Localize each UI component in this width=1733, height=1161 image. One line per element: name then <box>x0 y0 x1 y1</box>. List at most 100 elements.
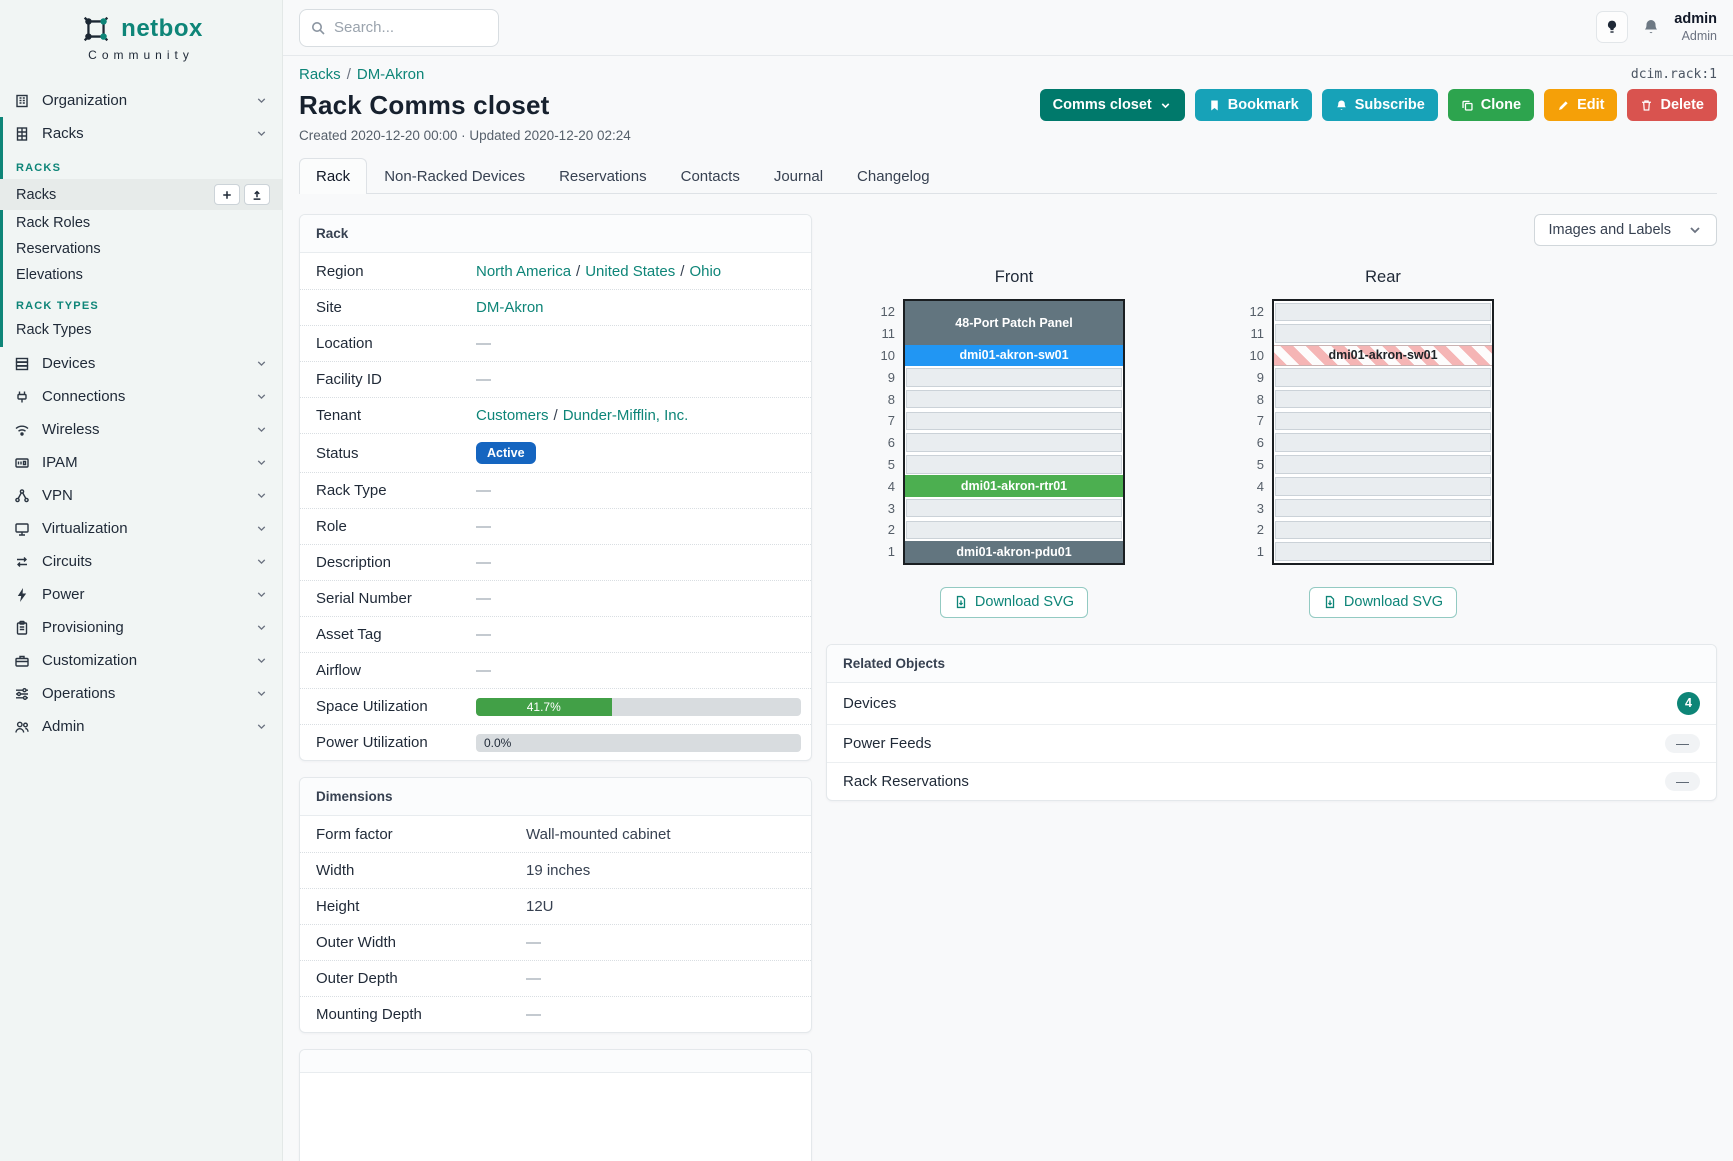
sidebar-item-devices[interactable]: Devices <box>0 347 282 380</box>
import-racks-button[interactable] <box>244 184 270 205</box>
related-row-devices[interactable]: Devices 4 <box>827 683 1716 724</box>
tab-non-racked-devices[interactable]: Non-Racked Devices <box>384 168 526 185</box>
bookmark-button[interactable]: Bookmark <box>1194 89 1312 121</box>
sidebar-item-label: Virtualization <box>42 520 128 537</box>
related-row-rack-reservations[interactable]: Rack Reservations — <box>827 761 1716 800</box>
clone-button[interactable]: Clone <box>1447 89 1535 121</box>
unit-number: 8 <box>1256 391 1264 407</box>
value-link[interactable]: Ohio <box>689 262 722 280</box>
attr-label: Serial Number <box>316 590 412 607</box>
edit-button[interactable]: Edit <box>1544 89 1618 121</box>
empty-unit-u3[interactable] <box>906 498 1122 518</box>
attr-row-role: Role — <box>300 508 811 544</box>
empty-unit-u1[interactable] <box>1275 542 1491 562</box>
sidebar-item-operations[interactable]: Operations <box>0 677 282 710</box>
sidebar-item-admin[interactable]: Admin <box>0 710 282 743</box>
delete-button[interactable]: Delete <box>1627 89 1717 121</box>
partially-visible-panel <box>299 1049 812 1161</box>
chevron-down-icon <box>255 522 268 535</box>
tab-journal[interactable]: Journal <box>773 168 824 185</box>
empty-unit-u9[interactable] <box>1275 367 1491 387</box>
related-objects-title: Related Objects <box>827 644 1716 683</box>
sidebar-item-power[interactable]: Power <box>0 578 282 611</box>
breadcrumb-site-link[interactable]: DM-Akron <box>356 66 425 83</box>
sidebar-item-vpn[interactable]: VPN <box>0 479 282 512</box>
value-link[interactable]: DM-Akron <box>476 299 544 316</box>
related-row-power-feeds[interactable]: Power Feeds — <box>827 723 1716 762</box>
empty-unit-u7[interactable] <box>1275 411 1491 431</box>
add-rack-button[interactable] <box>214 184 240 205</box>
device-unit-dmi01-akron-sw01[interactable]: dmi01-akron-sw01 <box>905 344 1123 367</box>
device-unit-48-port-patch-panel[interactable]: 48-Port Patch Panel <box>905 301 1123 345</box>
unit-number: 4 <box>887 478 895 494</box>
chevron-down-icon <box>255 621 268 634</box>
customization-icon <box>14 653 30 669</box>
sidebar-subitem-label: Elevations <box>16 267 83 283</box>
attr-label: Region <box>316 262 364 280</box>
upload-icon <box>251 189 263 201</box>
empty-unit-u2[interactable] <box>906 520 1122 540</box>
tab-reservations[interactable]: Reservations <box>559 168 647 185</box>
sidebar-item-virtualization[interactable]: Virtualization <box>0 512 282 545</box>
empty-unit-u4[interactable] <box>1275 476 1491 496</box>
device-unit-dmi01-akron-rtr01[interactable]: dmi01-akron-rtr01 <box>905 475 1123 498</box>
sidebar-subitem-reservations[interactable]: Reservations <box>0 236 282 262</box>
sidebar-subitem-label: Racks <box>16 186 57 203</box>
search-input[interactable] <box>299 8 499 47</box>
tab-contacts[interactable]: Contacts <box>680 168 740 185</box>
elevation-view-select[interactable]: Images and Labels <box>1534 214 1717 246</box>
sidebar-subitem-rack-types[interactable]: Rack Types <box>0 317 282 343</box>
sidebar-subitem-racks[interactable]: Racks <box>0 179 282 210</box>
utilization-bar: 41.7% <box>476 697 801 716</box>
download-svg-front-button[interactable]: Download SVG <box>939 586 1089 618</box>
sidebar-item-connections[interactable]: Connections <box>0 380 282 413</box>
sidebar-item-circuits[interactable]: Circuits <box>0 545 282 578</box>
sidebar-subitem-elevations[interactable]: Elevations <box>0 262 282 288</box>
value-link[interactable]: Customers <box>476 407 549 424</box>
breadcrumb-racks-link[interactable]: Racks <box>299 66 341 83</box>
chevron-down-icon <box>255 588 268 601</box>
brand-name[interactable]: netbox <box>121 15 203 42</box>
empty-unit-u3[interactable] <box>1275 498 1491 518</box>
download-svg-rear-button[interactable]: Download SVG <box>1308 586 1458 618</box>
empty-unit-u8[interactable] <box>906 389 1122 409</box>
value-link[interactable]: United States <box>585 262 676 280</box>
attr-value: North America / United States / Ohio <box>476 263 795 280</box>
sidebar-item-provisioning[interactable]: Provisioning <box>0 611 282 644</box>
device-unit-dmi01-akron-pdu01[interactable]: dmi01-akron-pdu01 <box>905 540 1123 563</box>
empty-unit-u9[interactable] <box>906 367 1122 387</box>
sidebar-item-racks[interactable]: Racks <box>0 117 282 150</box>
empty-unit-u6[interactable] <box>1275 433 1491 453</box>
tab-bar: Rack Non-Racked Devices Reservations Contac… <box>299 157 1717 194</box>
empty-unit-u8[interactable] <box>1275 389 1491 409</box>
empty-unit-u5[interactable] <box>1275 455 1491 474</box>
attr-value: DM-Akron <box>476 299 795 316</box>
empty-unit-u11[interactable] <box>1275 324 1491 344</box>
sidebar-item-customization[interactable]: Customization <box>0 644 282 677</box>
file-download-icon <box>954 595 968 609</box>
sidebar-subitem-rack-roles[interactable]: Rack Roles <box>0 210 282 236</box>
context-dropdown-button[interactable]: Comms closet <box>1039 89 1185 121</box>
empty-unit-u2[interactable] <box>1275 520 1491 540</box>
tab-changelog[interactable]: Changelog <box>857 168 930 185</box>
empty-unit-u5[interactable] <box>906 455 1122 474</box>
device-unit-dmi01-akron-sw01[interactable]: dmi01-akron-sw01 <box>1274 344 1492 367</box>
attr-row-location: Location — <box>300 325 811 361</box>
empty-count: — <box>1665 771 1700 791</box>
page-content: Racks / DM-Akron dcim.rack:1 Rack Comms cl… <box>283 56 1733 1161</box>
notifications-bell-icon[interactable] <box>1642 18 1660 36</box>
value-link[interactable]: Dunder-Mifflin, Inc. <box>562 407 689 424</box>
empty-unit-u12[interactable] <box>1275 302 1491 322</box>
subscribe-button[interactable]: Subscribe <box>1321 89 1438 121</box>
user-menu[interactable]: admin Admin <box>1674 11 1717 43</box>
sidebar-item-organization[interactable]: Organization <box>0 84 282 117</box>
sidebar-item-wireless[interactable]: Wireless <box>0 413 282 446</box>
sidebar-item-ipam[interactable]: IPAM <box>0 446 282 479</box>
empty-unit-u7[interactable] <box>906 411 1122 431</box>
theme-toggle-button[interactable] <box>1596 11 1629 44</box>
attr-label: Height <box>316 898 360 915</box>
value-link[interactable]: North America <box>476 262 572 280</box>
empty-unit-u6[interactable] <box>906 433 1122 453</box>
tab-rack[interactable]: Rack <box>299 158 368 194</box>
attr-value: Customers / Dunder-Mifflin, Inc. <box>476 407 795 424</box>
